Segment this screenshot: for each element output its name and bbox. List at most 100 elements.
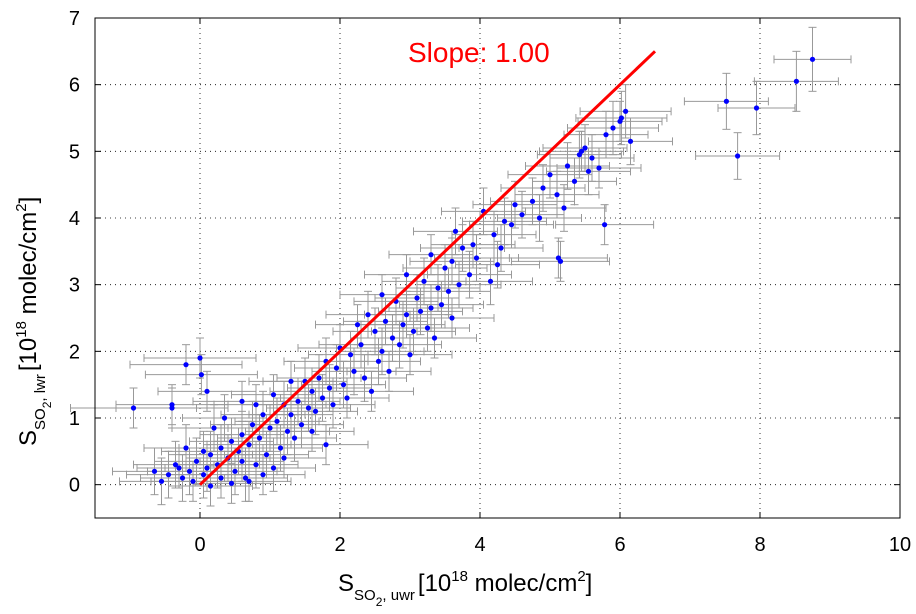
x-axis-label: SSO2, uwr [1018 molec/cm2] [338,568,592,609]
y-tick-label: 0 [69,475,80,497]
data-point [253,462,259,468]
data-point [221,415,228,421]
data-point [445,288,452,294]
data-point [547,172,553,178]
data-point [323,442,329,448]
data-point [207,452,214,458]
axes-box [94,17,901,519]
data-point [555,255,562,261]
data-point [263,452,270,458]
data-point [368,388,375,394]
x-tick-label: 2 [334,534,345,556]
data-point [561,205,567,211]
data-point [494,262,501,268]
data-point [564,163,571,169]
data-point [602,222,608,228]
data-point [291,435,298,441]
y-ticks: 0 1 2 3 4 5 6 7 [69,8,900,497]
data-point [267,425,273,431]
data-point [270,465,277,471]
data-point [578,148,585,154]
data-point [512,202,518,208]
data-point [442,265,448,271]
data-point [449,258,455,264]
data-point [179,475,186,481]
data-point [211,425,217,431]
data-point [326,385,333,391]
data-point [407,352,413,358]
data-point [428,305,434,311]
data-point [169,405,175,411]
y-tick-label: 3 [69,275,80,297]
data-point [151,468,158,474]
data-point [452,228,459,234]
data-point [281,455,287,461]
data-point [190,478,196,484]
data-point [246,478,252,484]
data-point [603,132,609,138]
data-point [200,472,207,478]
y-tick-label: 5 [69,141,80,163]
data-point [239,458,245,464]
data-point [340,382,347,388]
data-point [382,318,389,324]
data-point [309,388,315,394]
data-point [793,78,800,84]
fit-line [198,50,657,486]
data-point [610,125,616,131]
data-point [435,285,441,291]
data-point [232,468,238,474]
data-point [536,215,543,221]
x-tick-label: 8 [754,534,765,556]
data-point [288,412,294,418]
data-point [585,168,592,174]
y-tick-label: 1 [69,408,80,430]
data-point [617,118,623,124]
data-point [529,198,536,204]
data-point [438,302,445,308]
data-point [466,272,473,278]
data-point [197,355,203,361]
data-point [431,335,438,341]
data-point [358,342,364,348]
data-point [249,422,256,428]
data-point [305,405,312,411]
data-point [333,365,340,371]
data-point [400,322,406,328]
y-tick-label: 2 [69,341,80,363]
data-point [239,398,245,404]
data-point [582,145,588,151]
x-tick-label: 6 [614,534,625,556]
data-point [270,392,277,398]
data-point [183,362,189,368]
data-point [204,388,210,394]
data-point [501,218,508,224]
x-tick-label: 10 [889,534,911,556]
data-point [361,375,368,381]
data-point [487,278,494,284]
data-point [204,465,210,471]
data-point [186,468,193,474]
data-point [449,315,455,321]
data-point [200,448,207,454]
data-point [218,445,224,451]
data-point [295,398,301,404]
data-point [256,435,263,441]
data-point [491,232,497,238]
data-point [344,395,350,401]
data-point [284,428,291,434]
data-point [312,408,319,414]
data-point [498,245,504,251]
data-point [351,368,357,374]
data-point [379,348,385,354]
data-point [414,295,420,301]
data-point [386,368,392,374]
data-point [417,308,424,314]
data-point [389,335,396,341]
data-point [623,108,629,114]
data-point [403,272,410,278]
data-point [218,475,224,481]
data-point [473,255,480,261]
data-point [274,418,280,424]
